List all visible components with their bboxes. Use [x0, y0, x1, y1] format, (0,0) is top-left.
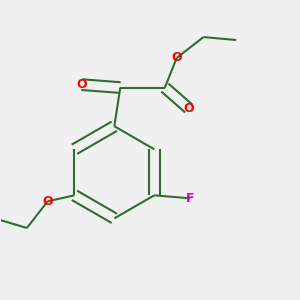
Text: F: F [186, 192, 194, 205]
Text: O: O [42, 195, 53, 208]
Text: O: O [76, 78, 87, 91]
Text: O: O [171, 51, 182, 64]
Text: O: O [183, 102, 194, 115]
